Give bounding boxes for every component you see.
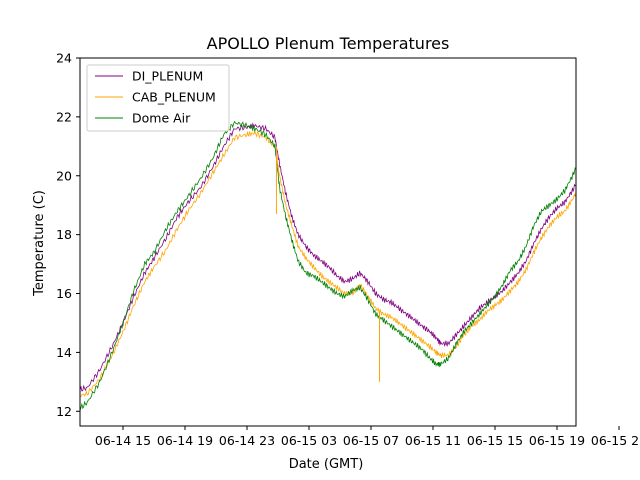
legend-label: Dome Air (132, 111, 191, 126)
x-tick-label: 06-15 03 (281, 433, 337, 448)
y-tick-label: 22 (56, 109, 72, 124)
chart-title: APOLLO Plenum Temperatures (207, 34, 450, 53)
y-tick-label: 20 (56, 168, 72, 183)
series-line-di-plenum (80, 122, 576, 392)
plot-area: 12 14 16 18 20 22 24 06-14 15 06-14 19 06-14 23 06… (56, 51, 640, 449)
legend-label: CAB_PLENUM (132, 90, 216, 105)
y-tick-label: 14 (56, 345, 72, 360)
x-axis-label: Date (GMT) (289, 457, 364, 472)
x-tick-label: 06-15 23 (591, 433, 640, 448)
x-tick-label: 06-15 11 (405, 433, 461, 448)
x-tick-label: 06-14 19 (157, 433, 213, 448)
x-tick-label: 06-15 15 (467, 433, 523, 448)
x-tick-label: 06-15 07 (343, 433, 399, 448)
plot-frame (79, 57, 577, 427)
y-tick-label: 16 (56, 286, 72, 301)
y-tick-label: 12 (56, 404, 72, 419)
x-tick-label: 06-14 23 (219, 433, 275, 448)
y-tick-label: 18 (56, 227, 72, 242)
legend-label: DI_PLENUM (132, 69, 203, 84)
x-tick-label: 06-15 19 (529, 433, 585, 448)
y-tick-label: 24 (56, 51, 72, 66)
y-axis-label: Temperature (C) (32, 190, 47, 297)
x-tick-label: 06-14 15 (95, 433, 151, 448)
legend-box (86, 64, 230, 132)
